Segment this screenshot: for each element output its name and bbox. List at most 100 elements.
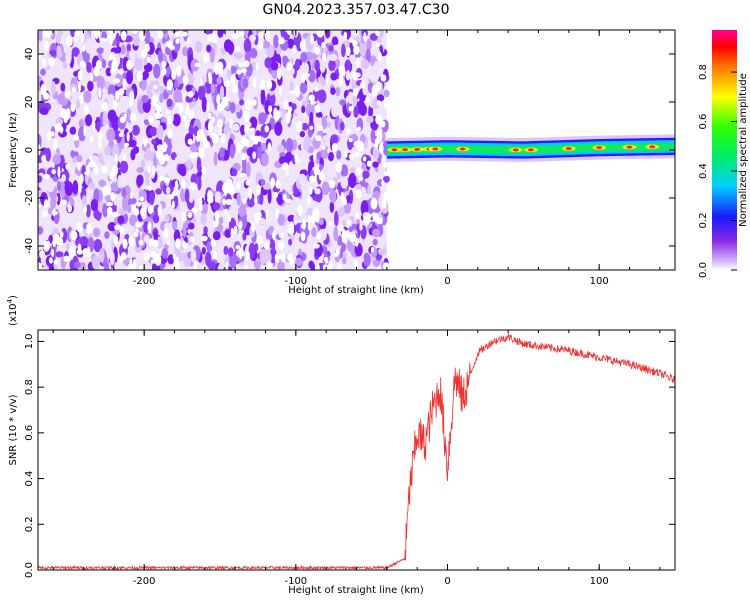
noise-gap: [376, 265, 382, 270]
noise-blob: [276, 261, 285, 270]
noise-blob: [298, 173, 307, 185]
noise-blob: [110, 182, 120, 192]
noise-blob: [140, 158, 146, 170]
noise-gap: [307, 222, 311, 231]
noise-blob: [213, 151, 218, 167]
noise-blob: [288, 238, 293, 246]
noise-gap: [83, 125, 87, 137]
colorbar-tick-label: 0.0: [698, 262, 709, 278]
noise-blob: [101, 58, 107, 69]
noise-gap: [238, 220, 243, 230]
noise-blob: [372, 238, 378, 246]
noise-gap: [227, 214, 232, 223]
noise-blob: [132, 30, 141, 47]
noise-gap: [342, 197, 347, 206]
noise-blob: [226, 67, 232, 80]
noise-gap: [174, 31, 181, 37]
noise-blob: [151, 138, 157, 145]
noise-gap: [243, 110, 250, 123]
noise-blob: [55, 251, 64, 258]
noise-blob: [321, 181, 330, 196]
noise-gap: [71, 87, 77, 93]
noise-gap: [212, 250, 218, 259]
noise-blob: [348, 172, 357, 189]
noise-gap: [220, 133, 226, 144]
noise-gap: [249, 134, 254, 140]
noise-blob: [348, 54, 356, 64]
noise-gap: [77, 161, 81, 172]
x-tick-label: 100: [590, 276, 609, 287]
noise-gap: [296, 120, 303, 133]
noise-gap: [329, 179, 336, 189]
noise-blob: [40, 107, 49, 116]
noise-gap: [94, 165, 99, 176]
noise-gap: [258, 32, 264, 39]
noise-gap: [212, 133, 219, 145]
noise-gap: [166, 239, 171, 246]
noise-gap: [207, 120, 214, 133]
noise-gap: [353, 141, 360, 147]
noise-gap: [80, 33, 85, 43]
noise-gap: [187, 211, 193, 219]
noise-blob: [126, 43, 131, 51]
noise-gap: [78, 185, 82, 194]
noise-blob: [96, 47, 105, 54]
noise-gap: [65, 163, 71, 171]
noise-gap: [76, 222, 82, 233]
noise-gap: [233, 34, 240, 39]
noise-gap: [93, 30, 101, 38]
noise-gap: [79, 173, 84, 184]
noise-gap: [181, 178, 187, 190]
noise-blob: [229, 93, 237, 104]
noise-blob: [263, 221, 269, 232]
noise-blob: [50, 196, 57, 210]
noise-blob: [340, 164, 349, 178]
noise-gap: [295, 85, 301, 98]
noise-blob: [301, 105, 306, 114]
noise-gap: [101, 102, 109, 111]
noise-gap: [207, 112, 212, 120]
noise-gap: [272, 230, 276, 241]
noise-blob: [253, 89, 263, 96]
noise-gap: [189, 236, 195, 242]
noise-gap: [373, 142, 379, 149]
noise-gap: [135, 221, 143, 228]
noise-blob: [76, 155, 83, 163]
noise-gap: [120, 30, 127, 41]
noise-blob: [93, 208, 100, 220]
noise-blob: [165, 141, 173, 151]
noise-blob: [307, 128, 313, 138]
noise-gap: [309, 186, 313, 195]
signal-peak: [565, 147, 572, 151]
noise-gap: [354, 72, 361, 78]
noise-gap: [264, 30, 271, 42]
noise-gap: [100, 37, 107, 42]
noise-gap: [343, 31, 348, 40]
noise-blob: [248, 242, 256, 259]
noise-gap: [375, 114, 383, 125]
noise-gap: [86, 246, 91, 258]
noise-gap: [169, 194, 175, 200]
noise-gap: [65, 35, 73, 47]
noise-gap: [203, 140, 211, 149]
noise-gap: [113, 77, 120, 84]
noise-gap: [163, 177, 171, 184]
noise-gap: [123, 142, 130, 147]
noise-gap: [357, 167, 362, 176]
noise-blob: [342, 257, 347, 265]
noise-blob: [187, 228, 196, 235]
noise-gap: [322, 52, 327, 62]
noise-blob: [143, 62, 153, 73]
noise-gap: [267, 262, 273, 268]
noise-gap: [371, 84, 379, 97]
signal-peak: [649, 145, 656, 149]
noise-blob: [143, 234, 150, 243]
colorbar-tick-label: 0.6: [698, 114, 709, 130]
noise-gap: [221, 96, 229, 107]
noise-gap: [342, 236, 347, 244]
noise-gap: [111, 59, 119, 72]
noise-blob: [103, 46, 110, 61]
noise-gap: [321, 41, 326, 49]
noise-gap: [129, 113, 137, 123]
